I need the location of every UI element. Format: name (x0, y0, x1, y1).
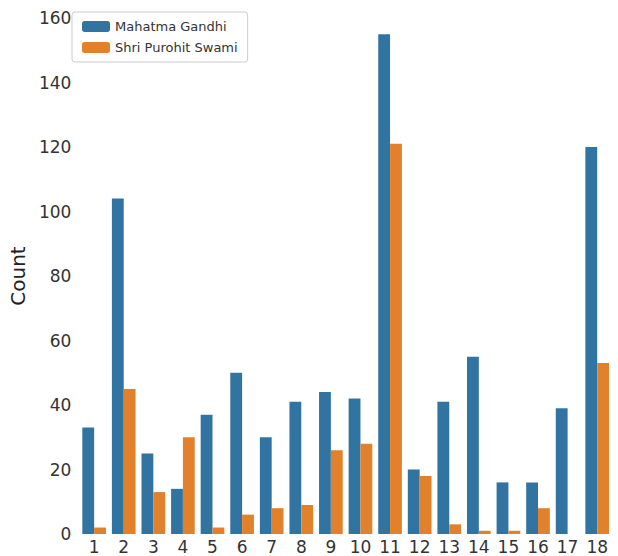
svg-text:3: 3 (148, 537, 159, 556)
svg-text:13: 13 (438, 537, 460, 556)
svg-text:100: 100 (39, 202, 71, 222)
svg-text:14: 14 (468, 537, 490, 556)
svg-text:1: 1 (89, 537, 100, 556)
svg-text:0: 0 (61, 524, 72, 544)
svg-text:16: 16 (527, 537, 549, 556)
svg-text:160: 160 (39, 8, 71, 28)
svg-text:Shri Purohit Swami: Shri Purohit Swami (115, 40, 238, 55)
svg-text:140: 140 (39, 73, 71, 93)
svg-text:17: 17 (557, 537, 579, 556)
svg-text:15: 15 (498, 537, 520, 556)
svg-text:8: 8 (296, 537, 307, 556)
svg-text:7: 7 (266, 537, 277, 556)
svg-text:Count: Count (6, 246, 30, 306)
svg-text:9: 9 (325, 537, 336, 556)
svg-text:60: 60 (50, 331, 72, 351)
svg-text:20: 20 (50, 460, 72, 480)
svg-text:120: 120 (39, 137, 71, 157)
svg-text:40: 40 (50, 395, 72, 415)
svg-text:12: 12 (409, 537, 431, 556)
svg-text:80: 80 (50, 266, 72, 286)
svg-text:4: 4 (178, 537, 189, 556)
svg-text:5: 5 (207, 537, 218, 556)
svg-text:10: 10 (350, 537, 372, 556)
svg-text:Mahatma Gandhi: Mahatma Gandhi (115, 19, 227, 34)
svg-text:2: 2 (118, 537, 129, 556)
svg-text:18: 18 (586, 537, 608, 556)
svg-text:11: 11 (379, 537, 401, 556)
svg-text:6: 6 (237, 537, 248, 556)
